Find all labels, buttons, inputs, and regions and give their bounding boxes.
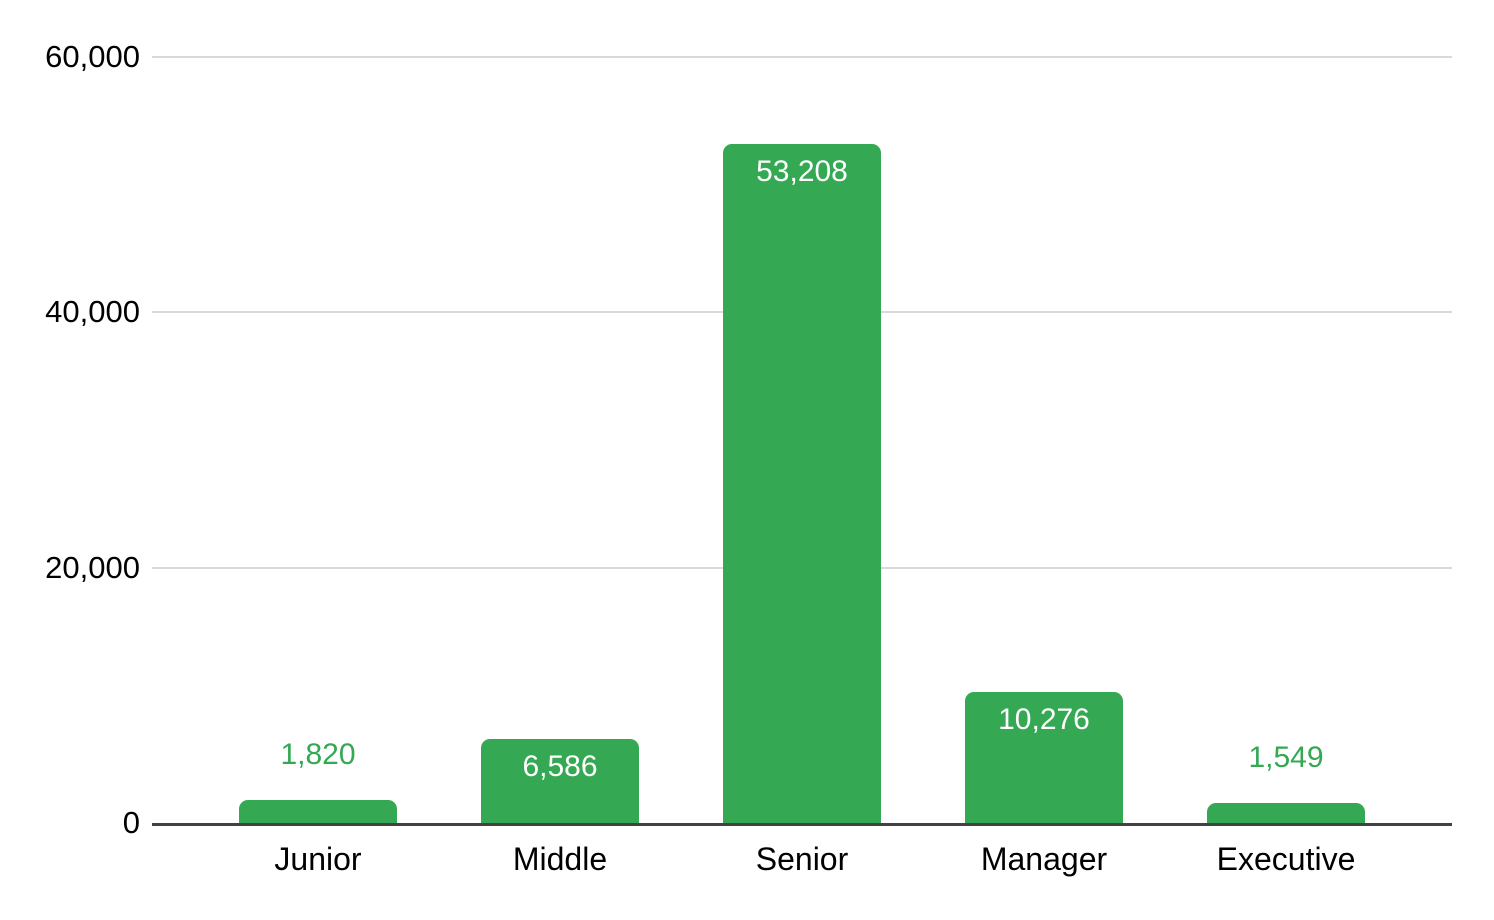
bar-junior[interactable] xyxy=(239,799,397,823)
x-axis-line xyxy=(152,823,1452,826)
value-label-senior: 53,208 xyxy=(756,154,848,188)
bar-executive[interactable] xyxy=(1207,803,1365,823)
x-axis-category-label-executive: Executive xyxy=(1216,841,1356,877)
bar-manager[interactable] xyxy=(965,691,1123,823)
bar-senior[interactable] xyxy=(723,143,881,823)
value-label-junior: 1,820 xyxy=(280,737,356,771)
x-axis-category-label-middle: Middle xyxy=(512,841,608,877)
value-label-middle: 6,586 xyxy=(522,749,598,783)
x-axis-category-label-manager: Manager xyxy=(980,841,1108,877)
y-axis-tick-label: 40,000 xyxy=(45,294,140,330)
bar-middle[interactable] xyxy=(481,738,639,823)
x-axis-category-label-junior: Junior xyxy=(274,841,362,877)
value-label-executive: 1,549 xyxy=(1248,741,1324,775)
y-axis-tick-label: 0 xyxy=(122,805,140,840)
y-axis-tick-label: 60,000 xyxy=(45,39,140,74)
value-label-manager: 10,276 xyxy=(998,702,1090,736)
y-axis-tick-label: 20,000 xyxy=(45,549,140,585)
gridline-60,000 xyxy=(152,56,1452,58)
x-axis-category-label-senior: Senior xyxy=(755,841,849,877)
